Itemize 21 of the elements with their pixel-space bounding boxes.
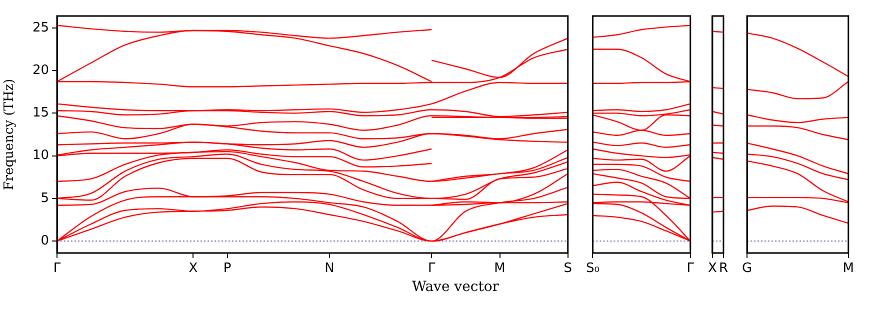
y-tick-label: 0: [40, 233, 49, 248]
x-tick-label: R: [718, 261, 728, 276]
x-tick-label: N: [324, 261, 334, 276]
x-tick-label: P: [223, 261, 232, 276]
x-tick-label: Γ: [686, 261, 695, 276]
x-tick-label: X: [708, 261, 717, 276]
x-tick-label: M: [494, 261, 506, 276]
y-tick-label: 5: [40, 190, 49, 206]
x-tick-label: M: [842, 261, 854, 276]
x-axis-title: Wave vector: [411, 279, 500, 295]
x-tick-label: S₀: [586, 261, 600, 276]
x-tick-label: Γ: [428, 261, 436, 276]
y-tick-label: 15: [32, 106, 49, 121]
y-axis-title: Frequency (THz): [2, 78, 18, 190]
y-tick-label: 25: [32, 20, 49, 36]
x-tick-label: G: [742, 261, 752, 276]
y-tick-label: 20: [32, 62, 49, 78]
x-tick-label: Γ: [53, 261, 62, 276]
x-tick-label: S: [564, 261, 572, 276]
y-tick-label: 10: [32, 148, 49, 164]
x-tick-label: X: [188, 261, 198, 276]
